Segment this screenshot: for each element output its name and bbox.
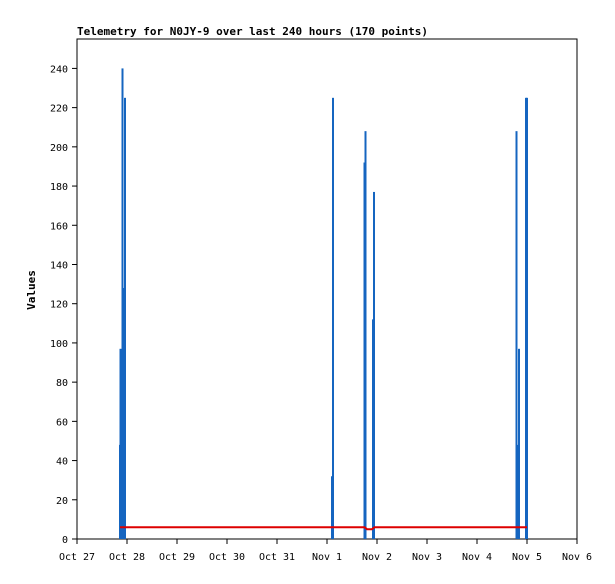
bar xyxy=(124,97,126,539)
y-tick-label: 160 xyxy=(50,221,68,232)
x-tick-label: Oct 31 xyxy=(259,552,295,563)
bar xyxy=(515,131,518,539)
x-tick-label: Oct 27 xyxy=(59,552,95,563)
y-tick-label: 0 xyxy=(62,535,68,546)
bar xyxy=(332,97,334,539)
plot-frame xyxy=(76,38,578,540)
y-tick-label: 140 xyxy=(50,260,68,271)
x-tick-label: Oct 29 xyxy=(159,552,195,563)
series-line xyxy=(120,526,527,531)
x-tick-label: Oct 30 xyxy=(209,552,245,563)
y-tick-label: 100 xyxy=(50,339,68,350)
bar xyxy=(122,288,125,539)
y-tick-label: 220 xyxy=(50,104,68,115)
y-tick-label: 200 xyxy=(50,143,68,154)
y-tick-label: 60 xyxy=(56,417,68,428)
plot-area: 0 20 40 60 80 100 120 140 160 180 200 220 240 Oct 27 O… xyxy=(50,38,592,563)
bar xyxy=(119,348,122,539)
x-tick-label: Nov 1 xyxy=(312,552,342,563)
y-tick-label: 40 xyxy=(56,457,68,468)
x-tick-label: Nov 2 xyxy=(362,552,392,563)
bar xyxy=(516,444,519,539)
y-tick-label: 180 xyxy=(50,182,68,193)
y-tick-label: 240 xyxy=(50,64,68,75)
x-tick-label: Nov 4 xyxy=(462,552,492,563)
bar xyxy=(518,348,520,539)
y-tick-label: 80 xyxy=(56,378,68,389)
y-axis-label: Values xyxy=(25,270,38,310)
x-tick-label: Nov 3 xyxy=(412,552,442,563)
y-tick-label: 20 xyxy=(56,496,68,507)
y-tick-label: 120 xyxy=(50,300,68,311)
x-tick-label: Nov 5 xyxy=(512,552,542,563)
bar xyxy=(373,191,375,540)
x-tick-label: Oct 28 xyxy=(109,552,145,563)
bar xyxy=(364,131,367,539)
chart-title: Telemetry for N0JY-9 over last 240 hours… xyxy=(77,25,428,38)
x-tick-label: Nov 6 xyxy=(562,552,592,563)
bar xyxy=(526,97,528,539)
